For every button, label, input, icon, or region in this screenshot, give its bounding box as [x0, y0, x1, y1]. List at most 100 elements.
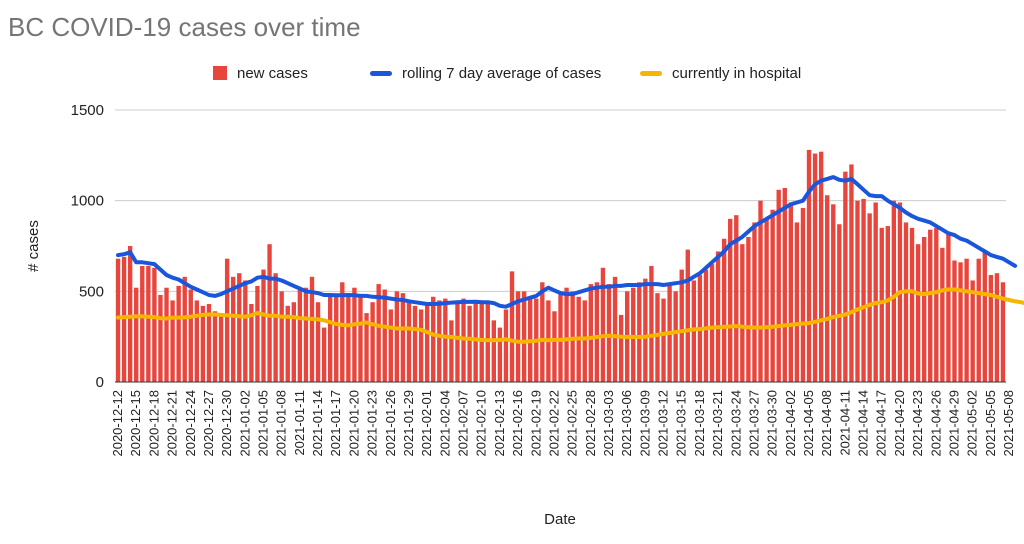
bar-new-cases — [673, 291, 678, 382]
bar-new-cases — [631, 287, 636, 382]
bar-new-cases — [873, 202, 878, 382]
x-tick-label: 2020-12-21 — [165, 390, 180, 457]
bar-new-cases — [782, 187, 787, 382]
bar-new-cases — [915, 244, 921, 382]
bar-new-cases — [855, 200, 860, 382]
bar-new-cases — [976, 258, 981, 382]
series-lines — [116, 175, 1024, 344]
bar-new-cases — [412, 305, 418, 382]
x-tick-label: 2021-04-02 — [783, 390, 798, 457]
legend-item-rolling-average: rolling 7 day average of cases — [370, 62, 601, 84]
y-tick-label: 1000 — [71, 193, 104, 210]
bar-new-cases — [849, 164, 854, 382]
x-tick-label: 2020-12-30 — [219, 390, 234, 457]
bar-new-cases — [618, 314, 624, 382]
legend-swatch-hospital — [640, 70, 662, 76]
bar-new-cases — [794, 222, 800, 382]
bar-new-cases — [515, 291, 521, 382]
bar-new-cases — [812, 153, 818, 382]
x-tick-label: 2021-04-05 — [801, 390, 816, 457]
legend-swatch-new-cases — [213, 66, 227, 80]
x-tick-label: 2021-03-27 — [746, 390, 761, 457]
bar-new-cases — [946, 231, 951, 382]
bar-new-cases — [806, 149, 812, 382]
bar-new-cases — [297, 289, 303, 382]
bar-new-cases — [249, 304, 254, 382]
bar-new-cases — [424, 304, 430, 382]
bar-new-cases — [140, 265, 145, 382]
bar-new-cases — [158, 294, 163, 382]
bar-new-cases — [218, 313, 224, 382]
bar-new-cases — [431, 296, 436, 382]
bar-new-cases — [503, 309, 509, 382]
bar-new-cases — [970, 280, 975, 382]
x-axis-ticks: 2020-12-12 2020-12-15 2020-12-18 2020-12-21… — [110, 390, 1016, 457]
x-tick-label: 2021-04-23 — [910, 390, 925, 457]
bar-new-cases — [146, 265, 151, 382]
bar-new-cases — [346, 293, 351, 382]
bar-new-cases — [164, 287, 169, 382]
bar-new-cases — [988, 275, 994, 382]
bar-new-cases — [485, 304, 490, 382]
bar-new-cases — [746, 236, 751, 382]
x-tick-label: 2021-02-19 — [528, 390, 543, 457]
bar-new-cases — [752, 222, 757, 382]
x-tick-label: 2020-12-18 — [146, 390, 161, 457]
x-tick-label: 2021-03-21 — [710, 390, 725, 457]
bar-new-cases — [776, 189, 781, 382]
bar-new-cases — [152, 267, 157, 382]
x-tick-label: 2021-03-24 — [728, 390, 743, 457]
bar-new-cases — [437, 300, 442, 382]
legend-item-new-cases: new cases — [213, 62, 308, 84]
bar-new-cases — [540, 282, 545, 382]
bar-new-cases — [643, 278, 648, 382]
bar-new-cases — [679, 269, 684, 382]
x-tick-label: 2020-12-24 — [183, 390, 198, 457]
x-tick-label: 2021-01-26 — [383, 390, 398, 457]
x-tick-label: 2021-04-29 — [946, 390, 961, 457]
x-tick-label: 2021-02-01 — [419, 390, 434, 457]
bar-new-cases — [709, 264, 715, 382]
chart-title: BC COVID-19 cases over time — [8, 12, 361, 42]
bar-new-cases — [570, 291, 575, 382]
bar-new-cases — [770, 209, 775, 382]
bar-new-cases — [831, 204, 836, 382]
x-tick-label: 2021-01-29 — [401, 390, 416, 457]
line-currently-in-hospital — [116, 287, 1024, 344]
x-axis-title: Date — [544, 511, 576, 528]
x-tick-label: 2021-01-20 — [346, 390, 361, 457]
x-tick-label: 2021-01-11 — [292, 390, 307, 456]
x-tick-label: 2021-01-17 — [328, 390, 343, 457]
bar-new-cases — [521, 291, 527, 382]
x-tick-label: 2021-04-20 — [892, 390, 907, 457]
bar-new-cases — [588, 284, 593, 382]
bar-new-cases — [352, 287, 357, 382]
bar-new-cases — [273, 273, 278, 382]
bar-new-cases — [921, 236, 927, 382]
bar-new-cases — [115, 258, 121, 382]
x-tick-label: 2021-01-05 — [256, 390, 271, 457]
bar-new-cases — [285, 305, 290, 382]
x-tick-label: 2021-05-05 — [983, 390, 998, 457]
bar-new-cases — [309, 276, 315, 382]
x-tick-label: 2021-03-12 — [656, 390, 671, 457]
bar-new-cases — [612, 276, 618, 382]
bar-new-cases — [267, 244, 272, 382]
bar-new-cases — [388, 309, 393, 382]
bar-new-cases — [764, 218, 769, 382]
x-tick-label: 2021-02-04 — [437, 390, 452, 457]
bar-new-cases — [194, 300, 200, 382]
bar-new-cases — [940, 247, 945, 382]
bar-new-cases — [255, 285, 260, 382]
legend-item-hospital: currently in hospital — [640, 62, 801, 84]
bar-new-cases — [994, 273, 1000, 382]
bar-new-cases — [734, 215, 739, 382]
bar-new-cases — [170, 300, 175, 382]
bars-new-cases — [115, 149, 1006, 382]
bar-new-cases — [321, 327, 327, 382]
bar-new-cases — [358, 294, 363, 382]
bar-new-cases — [231, 276, 236, 382]
bar-new-cases — [303, 287, 309, 382]
bar-new-cases — [891, 200, 897, 382]
